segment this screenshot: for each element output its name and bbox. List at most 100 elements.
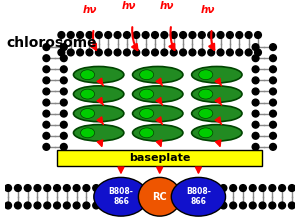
Circle shape	[133, 32, 140, 38]
Circle shape	[252, 77, 259, 84]
Bar	[57, 150, 262, 166]
Circle shape	[63, 185, 70, 191]
Circle shape	[255, 32, 261, 38]
Circle shape	[220, 202, 227, 209]
Circle shape	[63, 202, 70, 209]
Circle shape	[24, 185, 31, 191]
Circle shape	[77, 32, 83, 38]
Circle shape	[43, 132, 50, 139]
Circle shape	[270, 121, 276, 128]
Circle shape	[270, 55, 276, 62]
Ellipse shape	[133, 125, 183, 141]
Circle shape	[152, 49, 158, 56]
Circle shape	[43, 121, 50, 128]
Circle shape	[217, 49, 224, 56]
Circle shape	[58, 32, 65, 38]
Text: B808-
866: B808- 866	[186, 187, 211, 206]
Circle shape	[269, 185, 276, 191]
Circle shape	[5, 185, 11, 191]
Circle shape	[270, 99, 276, 106]
Circle shape	[73, 185, 80, 191]
Circle shape	[200, 202, 207, 209]
Circle shape	[34, 202, 41, 209]
Circle shape	[200, 185, 207, 191]
Circle shape	[142, 49, 149, 56]
Circle shape	[180, 32, 187, 38]
Circle shape	[279, 202, 286, 209]
Circle shape	[210, 202, 217, 209]
Circle shape	[198, 32, 205, 38]
Circle shape	[34, 185, 41, 191]
Circle shape	[93, 185, 100, 191]
Circle shape	[210, 185, 217, 191]
Circle shape	[245, 32, 252, 38]
Circle shape	[181, 185, 188, 191]
Circle shape	[132, 202, 139, 209]
Circle shape	[103, 202, 110, 209]
Circle shape	[112, 202, 119, 209]
Circle shape	[44, 202, 51, 209]
Circle shape	[252, 88, 259, 95]
Circle shape	[105, 49, 112, 56]
Circle shape	[103, 185, 110, 191]
Circle shape	[170, 32, 177, 38]
Circle shape	[270, 132, 276, 139]
Circle shape	[270, 110, 276, 117]
Circle shape	[114, 32, 121, 38]
Circle shape	[43, 88, 50, 95]
Ellipse shape	[199, 128, 213, 138]
Circle shape	[60, 143, 67, 150]
Circle shape	[142, 185, 148, 191]
Circle shape	[24, 202, 31, 209]
Circle shape	[208, 49, 214, 56]
Circle shape	[270, 66, 276, 73]
Circle shape	[240, 185, 246, 191]
Circle shape	[236, 49, 243, 56]
Circle shape	[252, 66, 259, 73]
Circle shape	[180, 49, 187, 56]
Circle shape	[54, 202, 60, 209]
Circle shape	[60, 88, 67, 95]
Circle shape	[259, 202, 266, 209]
Circle shape	[54, 185, 60, 191]
Circle shape	[189, 49, 196, 56]
Circle shape	[105, 32, 112, 38]
Circle shape	[171, 185, 178, 191]
Circle shape	[249, 202, 256, 209]
Circle shape	[289, 202, 295, 209]
Circle shape	[5, 202, 11, 209]
Text: B808-
866: B808- 866	[109, 187, 134, 206]
Circle shape	[43, 110, 50, 117]
Text: chlorosome: chlorosome	[7, 36, 97, 50]
Circle shape	[86, 49, 93, 56]
Circle shape	[43, 66, 50, 73]
Circle shape	[43, 77, 50, 84]
Circle shape	[252, 99, 259, 106]
Circle shape	[236, 32, 243, 38]
Circle shape	[14, 185, 21, 191]
Ellipse shape	[192, 66, 242, 83]
Circle shape	[124, 32, 130, 38]
Circle shape	[132, 185, 139, 191]
Circle shape	[43, 143, 50, 150]
Circle shape	[60, 132, 67, 139]
Ellipse shape	[74, 66, 124, 83]
Circle shape	[252, 121, 259, 128]
Ellipse shape	[192, 86, 242, 102]
Circle shape	[114, 49, 121, 56]
Circle shape	[217, 32, 224, 38]
Circle shape	[252, 143, 259, 150]
Circle shape	[73, 202, 80, 209]
Ellipse shape	[199, 70, 213, 80]
Circle shape	[43, 55, 50, 62]
Circle shape	[230, 185, 237, 191]
Ellipse shape	[133, 105, 183, 122]
Circle shape	[161, 185, 168, 191]
Circle shape	[252, 44, 259, 51]
Circle shape	[152, 32, 158, 38]
Circle shape	[60, 44, 67, 51]
Circle shape	[190, 185, 197, 191]
Ellipse shape	[140, 89, 154, 99]
Circle shape	[270, 143, 276, 150]
Circle shape	[220, 185, 227, 191]
